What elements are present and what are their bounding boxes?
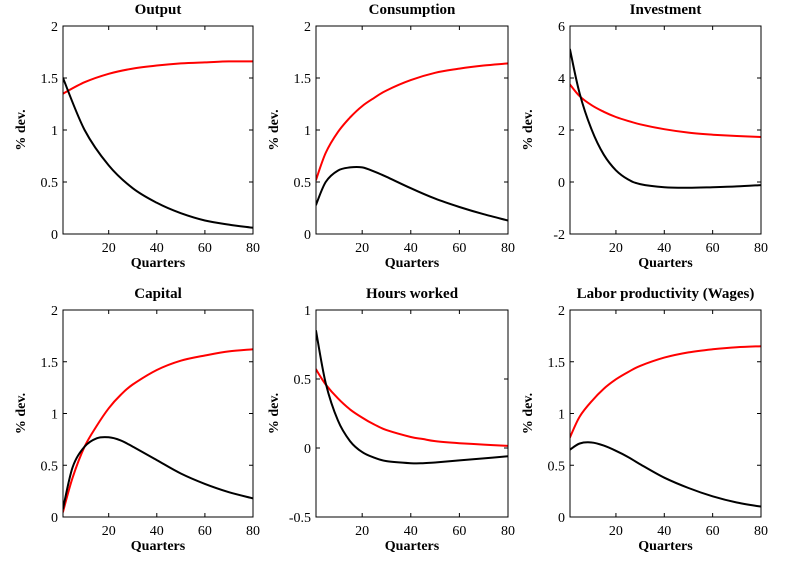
chart-title: Consumption — [369, 2, 456, 18]
x-tick-label: 80 — [754, 524, 768, 539]
y-tick-label: 0.5 — [548, 459, 566, 474]
chart-panel: 0 0.5 1 1.5 2 20 40 60 80 Capital Quarters % dev. — [14, 286, 260, 554]
series-line-black — [570, 441, 761, 508]
y-tick-label: 0.5 — [294, 176, 312, 191]
x-tick-label: 40 — [150, 524, 164, 539]
plot-frame — [315, 309, 509, 518]
chart-panel: -0.5 0 0.5 1 20 40 60 80 Hours worked Quarters % d… — [267, 286, 515, 554]
x-tick-label: 40 — [404, 241, 418, 256]
y-tick-label: 4 — [558, 72, 565, 87]
chart-panel: 0 0.5 1 1.5 2 20 40 60 80 Labor productivity (Wag… — [521, 286, 768, 554]
y-tick-label: -0.5 — [289, 511, 311, 526]
y-axis-label: % dev. — [521, 393, 536, 434]
chart-panel: 0 0.5 1 1.5 2 20 40 60 80 Output Quarters % dev. — [14, 2, 260, 271]
x-tick-label: 60 — [706, 241, 720, 256]
y-tick-label: 0.5 — [41, 459, 59, 474]
y-tick-label: 1.5 — [548, 356, 566, 371]
x-tick-label: 60 — [198, 524, 212, 539]
y-tick-label: -2 — [553, 228, 565, 243]
x-tick-label: 60 — [452, 241, 466, 256]
y-tick-label: 1.5 — [41, 72, 59, 87]
y-tick-label: 6 — [558, 20, 565, 35]
x-tick-label: 60 — [706, 524, 720, 539]
chart-title: Investment — [630, 2, 702, 18]
plot-frame — [315, 25, 509, 235]
y-tick-label: 1 — [51, 408, 58, 423]
y-tick-label: 2 — [558, 304, 565, 319]
series-line-red — [316, 368, 508, 447]
series-line-red — [63, 348, 253, 513]
series-line-black — [570, 48, 761, 189]
y-tick-label: 0 — [304, 442, 311, 457]
x-tick-label: 20 — [355, 524, 369, 539]
y-tick-label: 1 — [304, 124, 311, 139]
series-line-red — [63, 60, 253, 95]
series-line-black — [63, 77, 253, 229]
x-axis-label: Quarters — [638, 256, 693, 271]
y-tick-label: 2 — [304, 20, 311, 35]
y-tick-label: 0 — [558, 511, 565, 526]
series-line-red — [570, 345, 761, 439]
y-tick-label: 0.5 — [41, 176, 59, 191]
plot-frame — [62, 309, 254, 518]
x-tick-label: 80 — [246, 241, 260, 256]
x-tick-label: 80 — [501, 524, 515, 539]
x-axis-label: Quarters — [385, 539, 440, 554]
plot-frame — [569, 309, 762, 518]
x-axis-label: Quarters — [131, 539, 186, 554]
x-axis-label: Quarters — [385, 256, 440, 271]
y-tick-label: 2 — [51, 304, 58, 319]
y-tick-label: 0 — [558, 176, 565, 191]
y-tick-label: 1.5 — [41, 356, 59, 371]
series-line-red — [316, 62, 508, 181]
series-line-black — [316, 329, 508, 465]
x-tick-label: 40 — [404, 524, 418, 539]
y-tick-label: 2 — [558, 124, 565, 139]
series-line-black — [316, 165, 508, 222]
y-axis-label: % dev. — [14, 393, 29, 434]
x-tick-label: 60 — [452, 524, 466, 539]
chart-title: Labor productivity (Wages) — [577, 286, 755, 302]
x-tick-label: 80 — [754, 241, 768, 256]
x-tick-label: 20 — [355, 241, 369, 256]
x-tick-label: 20 — [609, 524, 623, 539]
chart-title: Capital — [134, 286, 182, 302]
x-tick-label: 80 — [246, 524, 260, 539]
x-tick-label: 20 — [102, 524, 116, 539]
x-tick-label: 40 — [657, 524, 671, 539]
x-axis-label: Quarters — [638, 539, 693, 554]
y-tick-label: 0 — [51, 511, 58, 526]
chart-panel: -2 0 2 4 6 20 40 60 80 Investment Quarters % dev. — [521, 2, 768, 271]
x-tick-label: 60 — [198, 241, 212, 256]
y-tick-label: 0 — [51, 228, 58, 243]
y-axis-label: % dev. — [521, 109, 536, 150]
y-axis-label: % dev. — [267, 109, 282, 150]
x-tick-label: 20 — [609, 241, 623, 256]
x-tick-label: 80 — [501, 241, 515, 256]
series-line-red — [570, 83, 761, 138]
chart-title: Output — [135, 2, 182, 18]
x-tick-label: 40 — [150, 241, 164, 256]
x-tick-label: 40 — [657, 241, 671, 256]
y-tick-label: 0.5 — [294, 373, 312, 388]
series-line-black — [63, 436, 253, 510]
x-tick-label: 20 — [102, 241, 116, 256]
y-tick-label: 1 — [304, 304, 311, 319]
chart-title: Hours worked — [366, 286, 459, 302]
y-tick-label: 2 — [51, 20, 58, 35]
x-axis-label: Quarters — [131, 256, 186, 271]
y-tick-label: 1 — [51, 124, 58, 139]
y-axis-label: % dev. — [267, 393, 282, 434]
y-axis-label: % dev. — [14, 109, 29, 150]
y-tick-label: 0 — [304, 228, 311, 243]
y-tick-label: 1.5 — [294, 72, 312, 87]
chart-panel: 0 0.5 1 1.5 2 20 40 60 80 Consumption Quarters % de… — [267, 2, 515, 271]
y-tick-label: 1 — [558, 408, 565, 423]
